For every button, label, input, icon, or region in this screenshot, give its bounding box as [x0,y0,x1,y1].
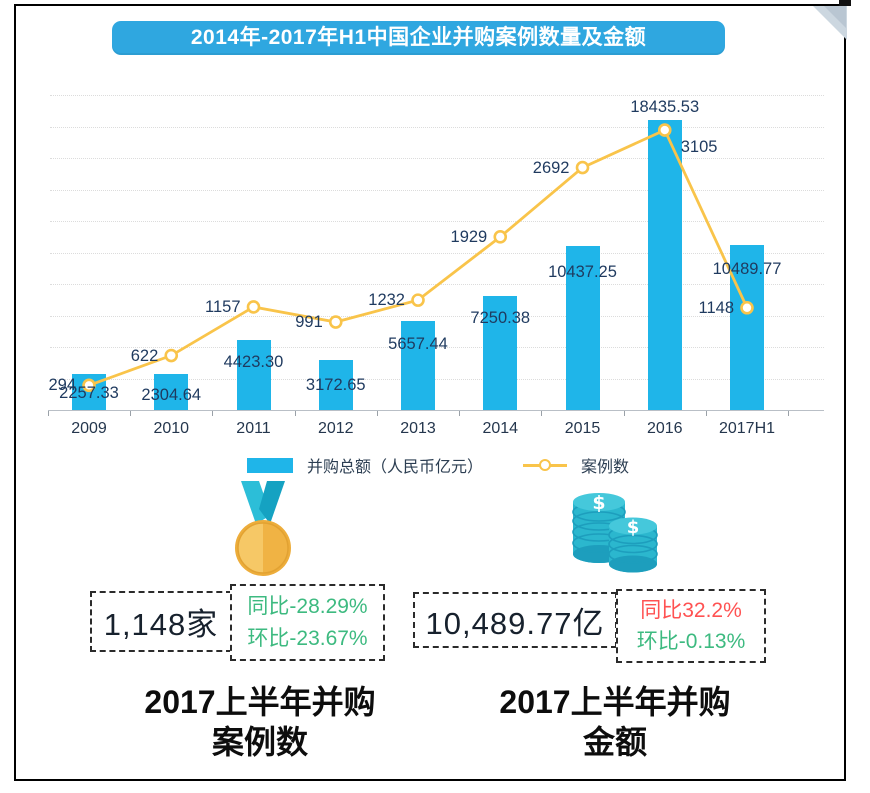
medal-icon [235,481,291,576]
bar-value-label: 10437.25 [548,262,617,281]
bar-2013 [401,321,435,410]
gridline [50,126,824,128]
line-value-label: 2692 [532,158,570,177]
gridline [50,158,824,160]
deal-count-mom: 环比-23.67% [247,626,368,650]
x-axis-label: 2015 [564,420,601,437]
line-marker [164,348,179,363]
bar-2014 [483,295,518,410]
axis-tick [459,411,461,416]
axis-tick [130,411,132,416]
gridline [50,378,824,380]
deal-count-caption-line1: 2017上半年并购 [144,684,376,720]
coins-icon: $ $ [572,492,658,573]
svg-text:$: $ [592,492,605,514]
bar-value-label: 18435.53 [630,98,700,116]
deal-count-value-box: 1,148家 [90,591,232,652]
deal-count-caption-line2: 案例数 [211,724,308,760]
gridline [50,221,824,223]
deal-amount-change-box: 同比32.2% 环比-0.13% [616,589,766,663]
line-marker [657,123,672,137]
svg-text:$: $ [627,517,640,538]
deal-amount-caption: 2017上半年并购 金额 [450,682,780,762]
legend-bar-label: 并购总额（人民币亿元） [306,459,483,476]
bar-value-label: 2304.64 [141,385,202,404]
bar-2011 [236,340,271,410]
line-marker [246,300,261,314]
bar-2012 [318,360,353,410]
bar-2015 [565,245,600,410]
axis-tick [705,411,707,416]
deal-amount-caption-line2: 金额 [582,724,647,760]
line-value-label: 1148 [698,298,734,317]
x-axis [48,410,824,411]
x-axis-label: 2010 [153,420,190,437]
case-count-line [82,123,754,393]
axis-tick [788,411,790,416]
line-marker [575,160,590,175]
line-value-label: 622 [130,346,159,365]
deal-amount-value: 10,489.77亿 [425,605,605,641]
bar-value-label: 2257.33 [59,384,119,403]
deal-count-yoy: 同比-28.29% [247,595,368,618]
legend-line-label: 案例数 [581,459,630,476]
bar-value-label: 5657.44 [388,335,448,353]
bar-2016 [647,120,682,410]
bar-value-label: 3172.65 [305,376,366,395]
line-value-label: 3105 [680,138,718,157]
deal-count-caption: 2017上半年并购 案例数 [95,682,425,762]
gridline [50,347,824,349]
page-fold-tab [839,0,851,6]
gridline [50,315,824,317]
x-axis-label: 2012 [317,420,354,437]
line-marker [82,378,96,393]
axis-tick [623,411,625,416]
legend-bar-swatch-icon [246,457,293,473]
line-value-label: 1157 [205,297,241,316]
gridline [50,95,824,97]
gridline [50,252,824,254]
axis-tick [212,411,214,416]
line-marker [328,315,343,329]
page-fold-inner-icon [824,6,846,28]
deal-count-value: 1,148家 [103,607,219,642]
x-axis-label: 2009 [71,420,107,437]
page-title: 2014年-2017年H1中国企业并购案例数量及金额 [112,21,725,55]
axis-tick [294,411,296,416]
axis-tick [541,411,543,416]
line-value-label: 1232 [368,291,405,310]
line-marker [740,300,754,315]
x-axis-label: 2011 [236,420,271,437]
gridline [50,189,824,191]
x-axis-label: 2014 [482,420,519,437]
bar-value-label: 4423.30 [223,353,284,372]
x-axis-label: 2016 [646,420,683,437]
axis-tick [47,411,49,416]
x-axis-label: 2017H1 [718,420,776,437]
bar-value-label: 7250.38 [470,308,531,327]
x-axis-label: 2013 [400,420,436,437]
line-value-label: 1929 [450,227,488,246]
bar-value-label: 10489.77 [712,259,782,278]
deal-amount-mom: 环比-0.13% [636,630,746,653]
bar-2010 [154,373,189,410]
bar-2017H1 [730,244,764,410]
deal-amount-yoy: 同比32.2% [640,598,742,622]
deal-count-change-box: 同比-28.29% 环比-23.67% [230,584,385,661]
deal-amount-value-box: 10,489.77亿 [413,592,617,648]
line-value-label: 294 [48,376,76,395]
line-marker [493,230,508,244]
combo-chart: 2009 2010 2011 2012 2013 2014 2015 2016 2017H1 22… [47,85,828,460]
line-marker [411,293,425,307]
line-value-label: 991 [295,313,323,332]
chart-legend: 并购总额（人民币亿元） 案例数 [48,453,828,477]
axis-tick [376,411,378,416]
deal-amount-caption-line1: 2017上半年并购 [499,684,731,720]
legend-line-marker-icon [523,459,567,471]
